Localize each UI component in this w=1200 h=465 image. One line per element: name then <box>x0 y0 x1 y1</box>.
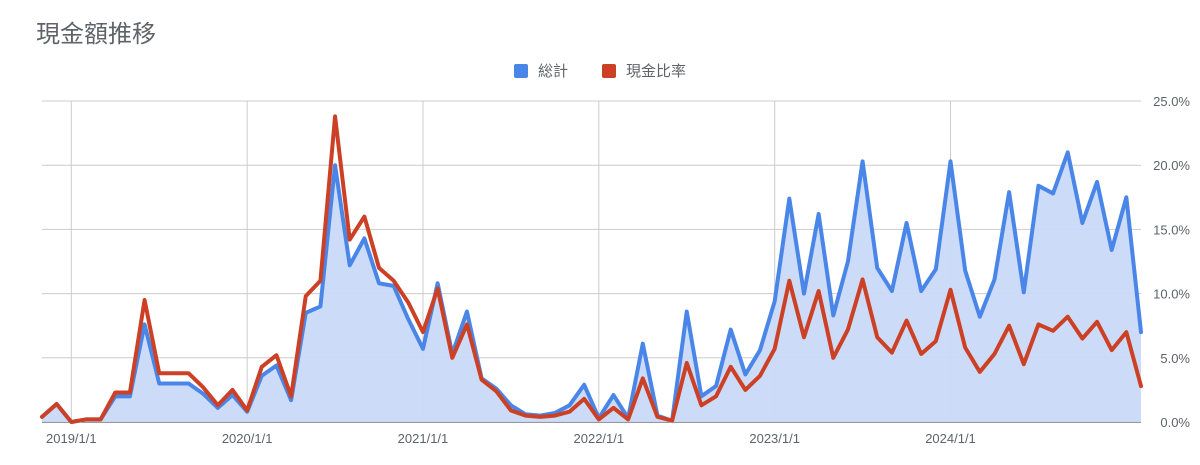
x-tick-label: 2022/1/1 <box>574 431 625 446</box>
x-tick-label: 2021/1/1 <box>398 431 449 446</box>
legend-label-total: 総計 <box>537 62 568 80</box>
y-tick-label: 5.0% <box>1160 351 1190 366</box>
legend-item-cash-ratio[interactable]: 現金比率 <box>602 60 686 81</box>
legend-swatch-total <box>513 63 528 78</box>
x-tick-label: 2019/1/1 <box>46 431 97 446</box>
x-tick-label: 2020/1/1 <box>222 431 273 446</box>
y-tick-label: 10.0% <box>1153 287 1190 302</box>
legend-label-cash-ratio: 現金比率 <box>626 62 687 80</box>
series-line-cash-ratio <box>40 114 1143 424</box>
y-tick-label: 15.0% <box>1153 222 1190 237</box>
legend-swatch-cash-ratio <box>602 63 616 78</box>
chart-title: 現金額推移 <box>36 20 156 48</box>
legend: 総計 現金比率 <box>0 60 1200 81</box>
x-tick-label: 2023/1/1 <box>749 431 800 446</box>
y-tick-label: 0.0% <box>1160 415 1190 430</box>
legend-item-total[interactable]: 総計 <box>513 60 568 81</box>
x-tick-label: 2024/1/1 <box>925 431 976 446</box>
y-tick-label: 20.0% <box>1153 158 1190 173</box>
series-line-total <box>40 150 1143 424</box>
series-area-total <box>42 152 1141 423</box>
y-tick-label: 25.0% <box>1153 94 1190 109</box>
